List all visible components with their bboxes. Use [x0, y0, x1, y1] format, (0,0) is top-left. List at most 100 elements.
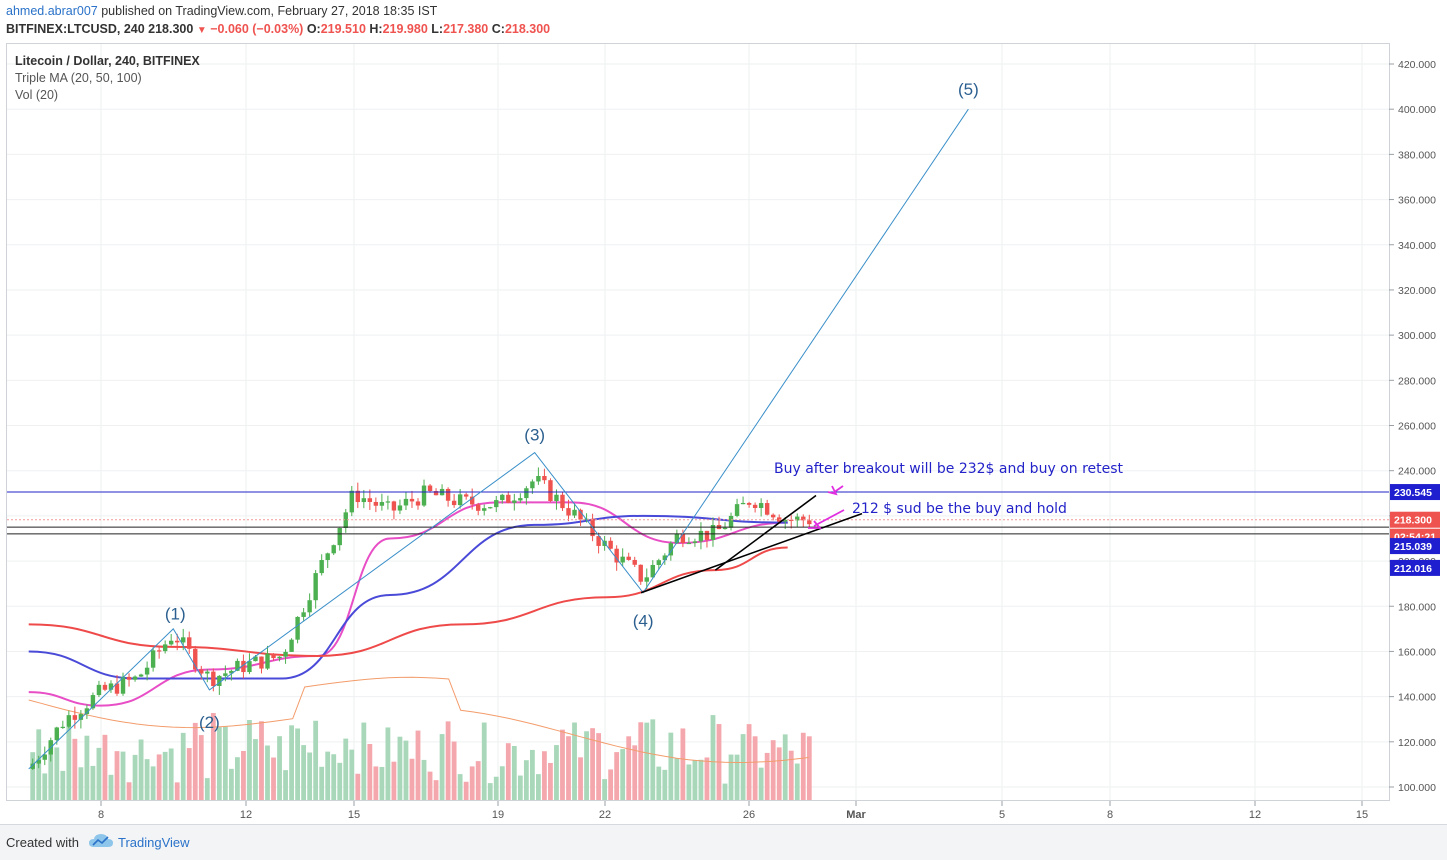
y-tick-label: 360.000: [1398, 195, 1436, 207]
volume-bar: [620, 749, 626, 800]
volume-bar: [319, 766, 325, 800]
volume-bar: [132, 754, 138, 800]
price-change: −0.060 (−0.03%): [210, 22, 304, 36]
volume-bar: [788, 750, 794, 800]
candle-body: [680, 534, 686, 543]
author-link[interactable]: ahmed.abrar007: [6, 4, 98, 18]
candle-body: [150, 650, 156, 668]
volume-bar: [180, 732, 186, 800]
legend-volume[interactable]: Vol (20): [15, 88, 59, 102]
volume-bar: [686, 764, 692, 800]
volume-bar: [361, 722, 367, 800]
price-badge-label: 230.545: [1394, 487, 1432, 499]
volume-bar: [608, 769, 614, 800]
x-tick-label: Mar: [846, 809, 866, 821]
x-tick-label: 12: [240, 809, 252, 821]
tradingview-brand[interactable]: TradingView: [118, 835, 190, 850]
volume-bar: [385, 727, 391, 800]
candle-body: [482, 508, 487, 511]
candle-body: [710, 525, 716, 540]
candle-body: [789, 519, 794, 522]
candle-body: [138, 674, 144, 677]
candle-body: [108, 683, 114, 690]
volume-bar: [776, 747, 782, 800]
price-badge-label: 215.039: [1394, 541, 1432, 553]
y-tick-label: 280.000: [1398, 375, 1436, 387]
volume-bar: [42, 773, 48, 800]
candle-body: [199, 669, 204, 674]
candle-body: [271, 653, 276, 659]
volume-bar: [313, 720, 319, 800]
low-label: L:: [431, 22, 444, 36]
volume-bar: [198, 735, 204, 800]
y-tick-label: 300.000: [1398, 330, 1436, 342]
y-tick-label: 180.000: [1398, 601, 1436, 613]
chart-frame[interactable]: [6, 43, 1390, 801]
trendline-upper: [714, 494, 817, 571]
candle-body: [168, 640, 174, 645]
volume-bar: [548, 762, 553, 800]
volume-bar: [451, 741, 457, 800]
volume-bar: [457, 774, 463, 800]
candle-body: [656, 560, 661, 565]
x-tick-label: 26: [743, 809, 755, 821]
ma-line-ma100: [28, 546, 788, 657]
volume-bar: [626, 736, 632, 800]
candle-body: [728, 515, 734, 528]
price-badge-label: 212.016: [1394, 563, 1432, 575]
volume-bar: [168, 748, 174, 800]
volume-bar: [90, 765, 96, 800]
volume-bar: [572, 722, 577, 800]
candle-body: [241, 660, 246, 673]
y-tick-label: 240.000: [1398, 466, 1436, 478]
candle-body: [96, 684, 102, 696]
volume-bar: [566, 736, 571, 800]
candle-body: [560, 494, 565, 509]
candle-body: [42, 754, 47, 760]
footer-bar: Created with TradingView: [0, 824, 1447, 860]
candle-body: [506, 494, 511, 503]
wave-label: (5): [958, 80, 979, 99]
volume-bar: [337, 762, 343, 800]
legend-triple-ma[interactable]: Triple MA (20, 50, 100): [15, 71, 142, 85]
x-tick-label: 8: [1107, 809, 1113, 821]
candle-body: [361, 498, 367, 503]
volume-bar: [403, 740, 409, 800]
candle-body: [289, 639, 294, 652]
candle-body: [355, 490, 360, 503]
x-tick-label: 15: [348, 809, 360, 821]
tradingview-cloud-icon[interactable]: [88, 833, 114, 849]
candle-body: [548, 480, 553, 501]
candle-body: [259, 656, 264, 669]
volume-bar: [632, 745, 638, 800]
volume-bar: [698, 759, 704, 800]
candle-body: [132, 676, 138, 680]
volume-bar: [505, 743, 511, 800]
volume-bar: [710, 715, 716, 800]
volume-bar: [289, 725, 294, 800]
candle-body: [626, 556, 631, 560]
y-tick-label: 400.000: [1398, 104, 1436, 116]
candle-body: [403, 498, 409, 506]
candle-body: [181, 637, 186, 643]
candle-body: [295, 616, 300, 640]
volume-bar: [463, 781, 469, 800]
volume-bar: [301, 745, 307, 800]
candle-body: [542, 475, 547, 481]
volume-ma-line: [28, 676, 809, 764]
price-badge-label: 218.300: [1394, 515, 1432, 527]
candle-body: [175, 640, 180, 643]
volume-bar: [584, 731, 589, 800]
candle-body: [379, 502, 385, 506]
candle-body: [572, 509, 577, 516]
candle-body: [566, 508, 571, 516]
legend-title: Litecoin / Dollar, 240, BITFINEX: [15, 54, 200, 68]
elliott-wave-path: [28, 108, 969, 770]
candle-body: [36, 759, 41, 764]
candle-body: [114, 683, 120, 694]
volume-bar: [331, 754, 337, 800]
candle-body: [433, 491, 439, 496]
y-tick-label: 160.000: [1398, 646, 1436, 658]
y-tick-label: 100.000: [1398, 782, 1436, 794]
